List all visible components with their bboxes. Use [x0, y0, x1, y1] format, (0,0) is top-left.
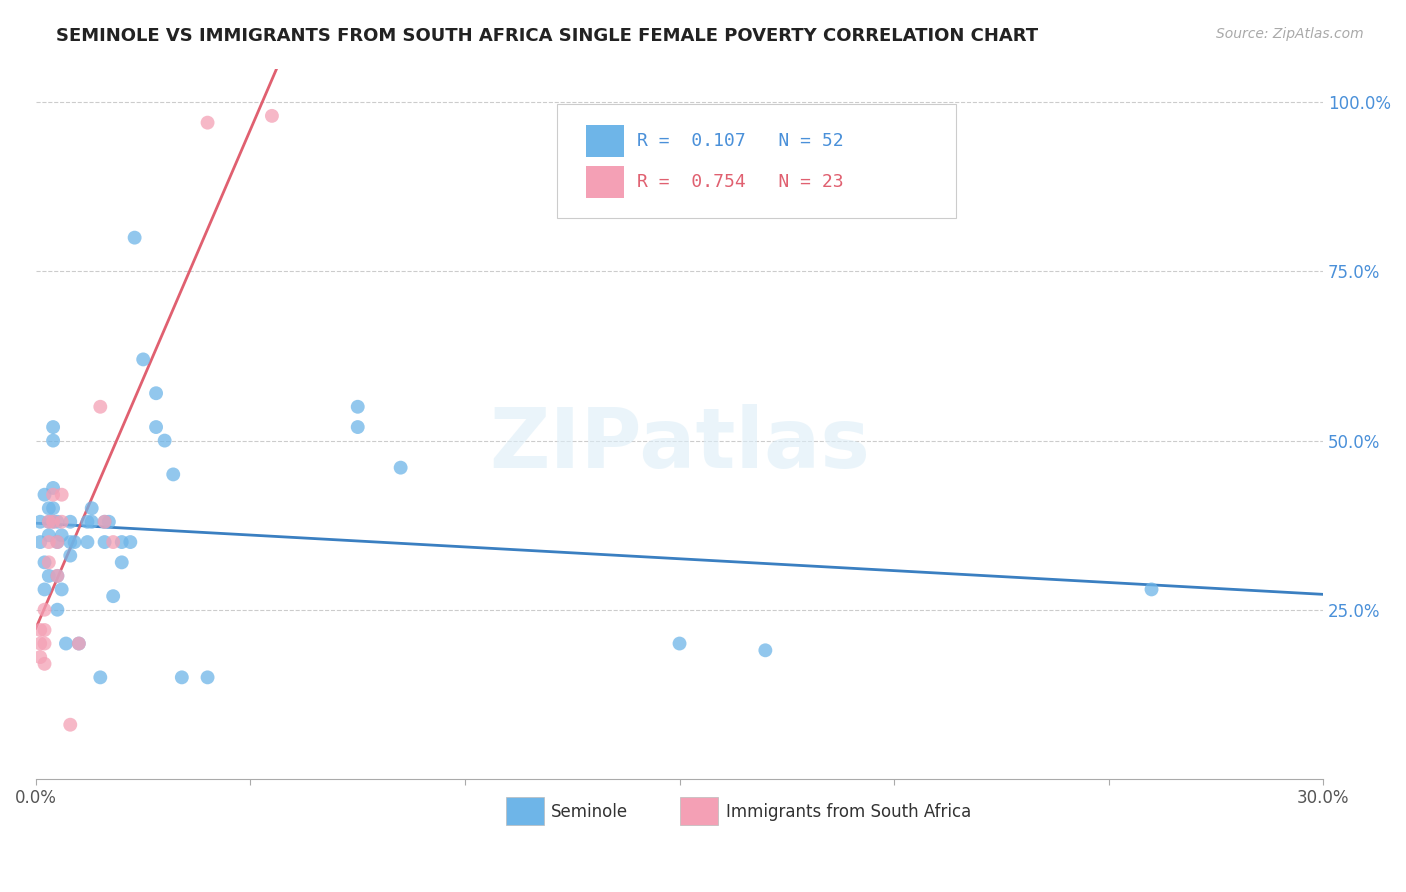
Point — [51, 528, 73, 542]
Point — [668, 636, 690, 650]
Point — [46, 569, 69, 583]
Point — [346, 400, 368, 414]
Point — [38, 535, 60, 549]
Point — [38, 515, 60, 529]
Point — [42, 488, 65, 502]
Text: Source: ZipAtlas.com: Source: ZipAtlas.com — [1216, 27, 1364, 41]
Point — [111, 555, 134, 569]
Point — [1140, 582, 1163, 597]
Point — [38, 528, 60, 542]
Point — [42, 515, 65, 529]
Point — [42, 434, 65, 448]
Point — [89, 670, 111, 684]
Point — [111, 535, 134, 549]
FancyBboxPatch shape — [506, 797, 544, 825]
Point — [67, 636, 90, 650]
Point — [38, 515, 60, 529]
Text: SEMINOLE VS IMMIGRANTS FROM SOUTH AFRICA SINGLE FEMALE POVERTY CORRELATION CHART: SEMINOLE VS IMMIGRANTS FROM SOUTH AFRICA… — [56, 27, 1039, 45]
Text: R =  0.107   N = 52: R = 0.107 N = 52 — [637, 132, 844, 150]
Point — [34, 603, 56, 617]
Point — [59, 535, 82, 549]
Point — [346, 420, 368, 434]
Point — [34, 636, 56, 650]
Point — [30, 535, 52, 549]
FancyBboxPatch shape — [679, 797, 718, 825]
Point — [38, 501, 60, 516]
Point — [63, 535, 86, 549]
Point — [67, 636, 90, 650]
Point — [42, 420, 65, 434]
Point — [132, 352, 155, 367]
Point — [120, 535, 142, 549]
Point — [51, 488, 73, 502]
Point — [76, 515, 98, 529]
Text: Immigrants from South Africa: Immigrants from South Africa — [725, 803, 972, 822]
Point — [59, 515, 82, 529]
Text: ZIPatlas: ZIPatlas — [489, 404, 870, 485]
Point — [197, 670, 219, 684]
Point — [51, 582, 73, 597]
Point — [260, 109, 283, 123]
Point — [34, 623, 56, 637]
Point — [30, 623, 52, 637]
Point — [170, 670, 193, 684]
Point — [46, 603, 69, 617]
Point — [89, 400, 111, 414]
Point — [80, 501, 103, 516]
Point — [46, 535, 69, 549]
Point — [30, 650, 52, 665]
Point — [34, 582, 56, 597]
FancyBboxPatch shape — [585, 166, 624, 198]
Point — [93, 515, 115, 529]
Point — [145, 386, 167, 401]
Point — [59, 549, 82, 563]
Point — [93, 535, 115, 549]
Point — [145, 420, 167, 434]
Point — [46, 515, 69, 529]
Point — [55, 636, 77, 650]
Point — [101, 589, 124, 603]
Point — [42, 481, 65, 495]
Point — [30, 515, 52, 529]
Point — [124, 230, 146, 244]
Point — [46, 535, 69, 549]
Point — [34, 488, 56, 502]
Point — [34, 657, 56, 671]
Point — [162, 467, 184, 482]
Point — [93, 515, 115, 529]
Text: Seminole: Seminole — [551, 803, 628, 822]
Point — [80, 515, 103, 529]
Text: R =  0.754   N = 23: R = 0.754 N = 23 — [637, 173, 844, 191]
Point — [59, 717, 82, 731]
Point — [38, 555, 60, 569]
Point — [389, 460, 412, 475]
Point — [51, 515, 73, 529]
Point — [30, 636, 52, 650]
Point — [42, 501, 65, 516]
FancyBboxPatch shape — [557, 104, 956, 218]
Point — [76, 535, 98, 549]
Point — [754, 643, 776, 657]
Point — [38, 569, 60, 583]
Point — [34, 555, 56, 569]
Point — [46, 569, 69, 583]
Point — [153, 434, 176, 448]
Point — [42, 515, 65, 529]
Point — [197, 115, 219, 129]
Point — [97, 515, 120, 529]
FancyBboxPatch shape — [585, 126, 624, 157]
Point — [101, 535, 124, 549]
